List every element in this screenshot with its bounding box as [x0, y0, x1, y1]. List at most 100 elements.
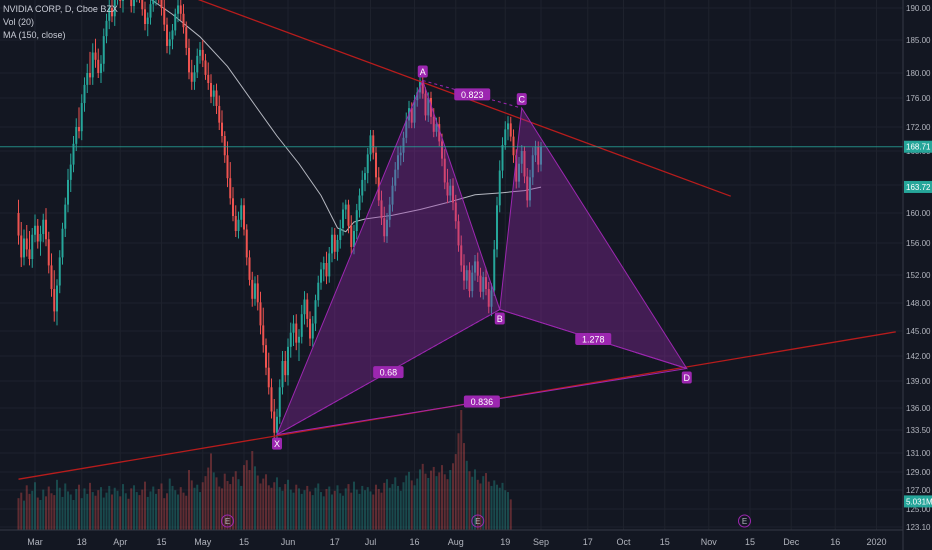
volume-bar [493, 480, 496, 530]
candle-body [78, 127, 80, 132]
earnings-marker[interactable] [221, 514, 234, 528]
candle-body [97, 59, 100, 73]
earnings-marker[interactable] [471, 514, 485, 528]
candle-body [160, 0, 163, 8]
time-axis[interactable]: E E E Mar 18 Apr 15 May 15 Jun 17 Jul 16 Aug 19 Sep 17 Oc… [0, 514, 932, 550]
price-axis[interactable]: 190.00185.00180.00176.00172.00168.00164.… [902, 0, 932, 550]
trendline-upper[interactable] [131, 0, 731, 197]
price-axis-label: 152.00 [906, 271, 931, 280]
candle-body [380, 200, 383, 219]
candle [490, 283, 493, 317]
candle [474, 255, 476, 281]
candle-body [102, 36, 105, 64]
time-axis-label: 2020 [866, 537, 886, 547]
volume-bar [325, 488, 328, 530]
candle [218, 95, 221, 130]
point-label-d[interactable]: D [684, 373, 691, 383]
point-label-c[interactable]: C [519, 95, 526, 105]
candle-body [69, 164, 72, 180]
candle [80, 94, 83, 141]
volume-bar [452, 463, 454, 530]
earnings-marker[interactable] [738, 514, 751, 528]
candle-body [254, 283, 256, 299]
candle-body [361, 179, 364, 196]
point-label-x[interactable]: X [274, 439, 280, 449]
candle [64, 197, 67, 237]
volume-bar [193, 487, 196, 530]
candle [358, 188, 361, 218]
candle-body [284, 361, 287, 376]
candle [141, 0, 144, 16]
time-axis-label: Jul [365, 537, 377, 547]
candle [520, 145, 523, 174]
volume-bar [72, 500, 75, 530]
volume-bar [331, 494, 333, 530]
volume-bar [89, 482, 91, 530]
volume-bar [23, 500, 25, 530]
candle [262, 307, 265, 353]
volume-bar [171, 485, 174, 530]
candle-body [168, 39, 171, 46]
time-axis-label: Nov [701, 537, 718, 547]
price-label[interactable]: 168.71 [906, 143, 931, 152]
volume-bar [155, 493, 157, 530]
point-label-b[interactable]: B [497, 314, 503, 324]
candle-body [232, 198, 234, 216]
candle-body [366, 154, 369, 174]
candle-body [402, 137, 405, 153]
price-label[interactable]: 163.72 [906, 183, 931, 192]
candle [303, 291, 306, 325]
candle-body [17, 213, 20, 236]
volume-bar [476, 479, 479, 530]
xabcd-pattern[interactable]: 0.68 0.823 1.278 0.836 X A B C D [272, 65, 692, 450]
volume-bar [361, 485, 364, 530]
volume-bar [380, 492, 383, 530]
point-label-a[interactable]: A [420, 67, 426, 77]
candle-body [526, 176, 529, 201]
volume-bar [168, 478, 171, 530]
candle-body [465, 270, 468, 281]
candle [25, 225, 28, 257]
candle [289, 322, 292, 358]
candle-body [537, 146, 540, 165]
candle-body [509, 123, 512, 137]
volume-bar [295, 484, 298, 530]
candle-body [303, 299, 306, 315]
candle-body [375, 152, 377, 178]
candle [430, 91, 432, 125]
volume-bar [424, 473, 427, 530]
candle [388, 196, 391, 228]
point-label-box [494, 312, 505, 325]
price-label[interactable]: 5.031M [906, 497, 932, 506]
candle-body [248, 257, 251, 280]
candle-body [531, 155, 534, 178]
candle-body [311, 323, 314, 339]
candle-body [36, 225, 39, 242]
candle [144, 1, 146, 31]
candle-body [289, 332, 292, 347]
volume-bar [479, 483, 482, 530]
candle-body [20, 235, 23, 258]
candle-body [188, 47, 190, 73]
volume-bar [309, 491, 311, 530]
volume-bar [432, 466, 435, 530]
volume-bar [270, 487, 273, 530]
volume-bar [287, 479, 289, 530]
legend-symbol[interactable]: NVIDIA CORP, D, Cboe BZX [3, 4, 118, 14]
volume-bar [485, 473, 487, 530]
legend-moving-average[interactable]: MA (150, close) [3, 30, 66, 40]
candle-body [122, 0, 124, 1]
candle [284, 351, 287, 382]
price-axis-background [903, 0, 932, 550]
chart-legend: NVIDIA CORP, D, Cboe BZX Vol (20) MA (15… [3, 3, 118, 42]
candle [465, 265, 468, 289]
candle [369, 130, 372, 162]
candle-body [430, 98, 432, 117]
candle [97, 48, 100, 78]
candle-body [529, 177, 531, 201]
volume-bar [496, 484, 498, 530]
candle-body [166, 24, 168, 46]
legend-volume[interactable]: Vol (20) [3, 17, 35, 27]
candle [325, 251, 328, 285]
